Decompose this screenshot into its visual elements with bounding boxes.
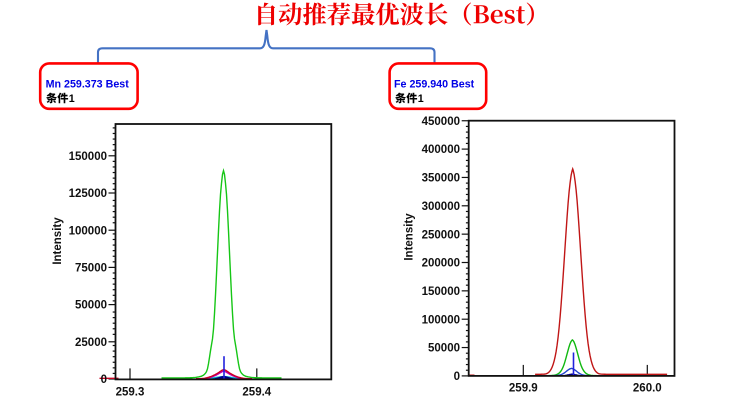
svg-text:125000: 125000 [69,188,107,200]
svg-text:Mn 259.373 Best: Mn 259.373 Best [46,79,130,91]
svg-text:0: 0 [101,374,107,386]
svg-text:100000: 100000 [422,314,460,326]
svg-text:300000: 300000 [422,201,460,213]
svg-text:259.4: 259.4 [242,387,271,399]
svg-text:Fe 259.940 Best: Fe 259.940 Best [394,79,475,91]
svg-text:0: 0 [454,371,460,383]
svg-text:50000: 50000 [428,343,460,355]
svg-text:259.9: 259.9 [509,383,538,395]
svg-text:100000: 100000 [69,225,107,237]
svg-text:25000: 25000 [75,337,107,349]
svg-text:1: 1 [69,93,75,105]
svg-text:75000: 75000 [75,263,107,275]
svg-text:Intensity: Intensity [403,213,415,261]
svg-text:200000: 200000 [422,258,460,270]
svg-text:150000: 150000 [422,286,460,298]
svg-text:400000: 400000 [422,144,460,156]
svg-text:450000: 450000 [422,116,460,128]
svg-text:Intensity: Intensity [52,217,64,265]
svg-text:150000: 150000 [69,151,107,163]
svg-text:260.0: 260.0 [633,383,662,395]
svg-text:350000: 350000 [422,173,460,185]
svg-text:1: 1 [418,93,424,105]
svg-text:259.3: 259.3 [116,387,145,399]
svg-text:50000: 50000 [75,300,107,312]
svg-text:250000: 250000 [422,229,460,241]
